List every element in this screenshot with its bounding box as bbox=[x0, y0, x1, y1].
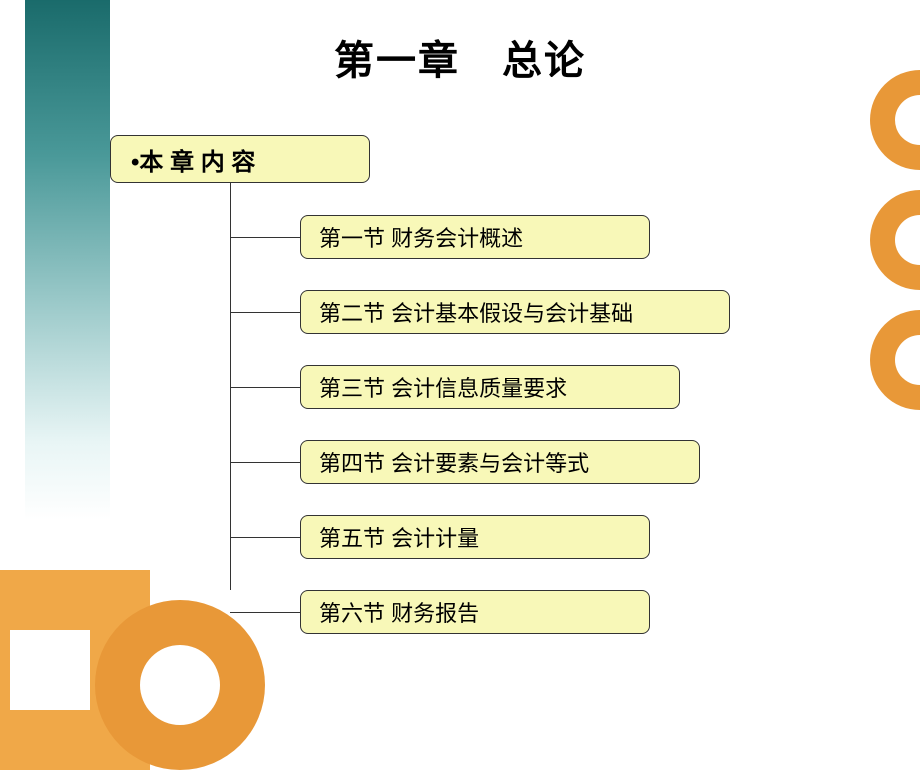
section-label: 第二节 会计基本假设与会计基础 bbox=[319, 296, 633, 328]
section-box: 第四节 会计要素与会计等式 bbox=[300, 440, 700, 484]
tree-horizontal-line bbox=[230, 537, 300, 538]
tree-horizontal-line bbox=[230, 387, 300, 388]
section-row: 第二节 会计基本假设与会计基础 bbox=[230, 290, 730, 334]
decor-ring-icon bbox=[870, 190, 920, 290]
tree-horizontal-line bbox=[230, 462, 300, 463]
section-label: 第五节 会计计量 bbox=[319, 521, 479, 553]
section-box: 第一节 财务会计概述 bbox=[300, 215, 650, 259]
tree-horizontal-line bbox=[230, 612, 300, 613]
section-box: 第二节 会计基本假设与会计基础 bbox=[300, 290, 730, 334]
section-row: 第六节 财务报告 bbox=[230, 590, 650, 634]
header-label: •本 章 内 容 bbox=[131, 142, 255, 177]
section-label: 第六节 财务报告 bbox=[319, 596, 479, 628]
section-label: 第一节 财务会计概述 bbox=[319, 221, 523, 253]
tree-horizontal-line bbox=[230, 237, 300, 238]
decor-ring-large-icon bbox=[95, 600, 265, 770]
section-row: 第三节 会计信息质量要求 bbox=[230, 365, 680, 409]
decor-ring-icon bbox=[870, 310, 920, 410]
section-row: 第四节 会计要素与会计等式 bbox=[230, 440, 700, 484]
section-box: 第六节 财务报告 bbox=[300, 590, 650, 634]
section-row: 第五节 会计计量 bbox=[230, 515, 650, 559]
section-box: 第三节 会计信息质量要求 bbox=[300, 365, 680, 409]
section-label: 第四节 会计要素与会计等式 bbox=[319, 446, 589, 478]
section-row: 第一节 财务会计概述 bbox=[230, 215, 650, 259]
chapter-content-header: •本 章 内 容 bbox=[110, 135, 370, 183]
section-label: 第三节 会计信息质量要求 bbox=[319, 371, 567, 403]
page-title: 第一章 总论 bbox=[0, 28, 920, 86]
section-box: 第五节 会计计量 bbox=[300, 515, 650, 559]
tree-horizontal-line bbox=[230, 312, 300, 313]
